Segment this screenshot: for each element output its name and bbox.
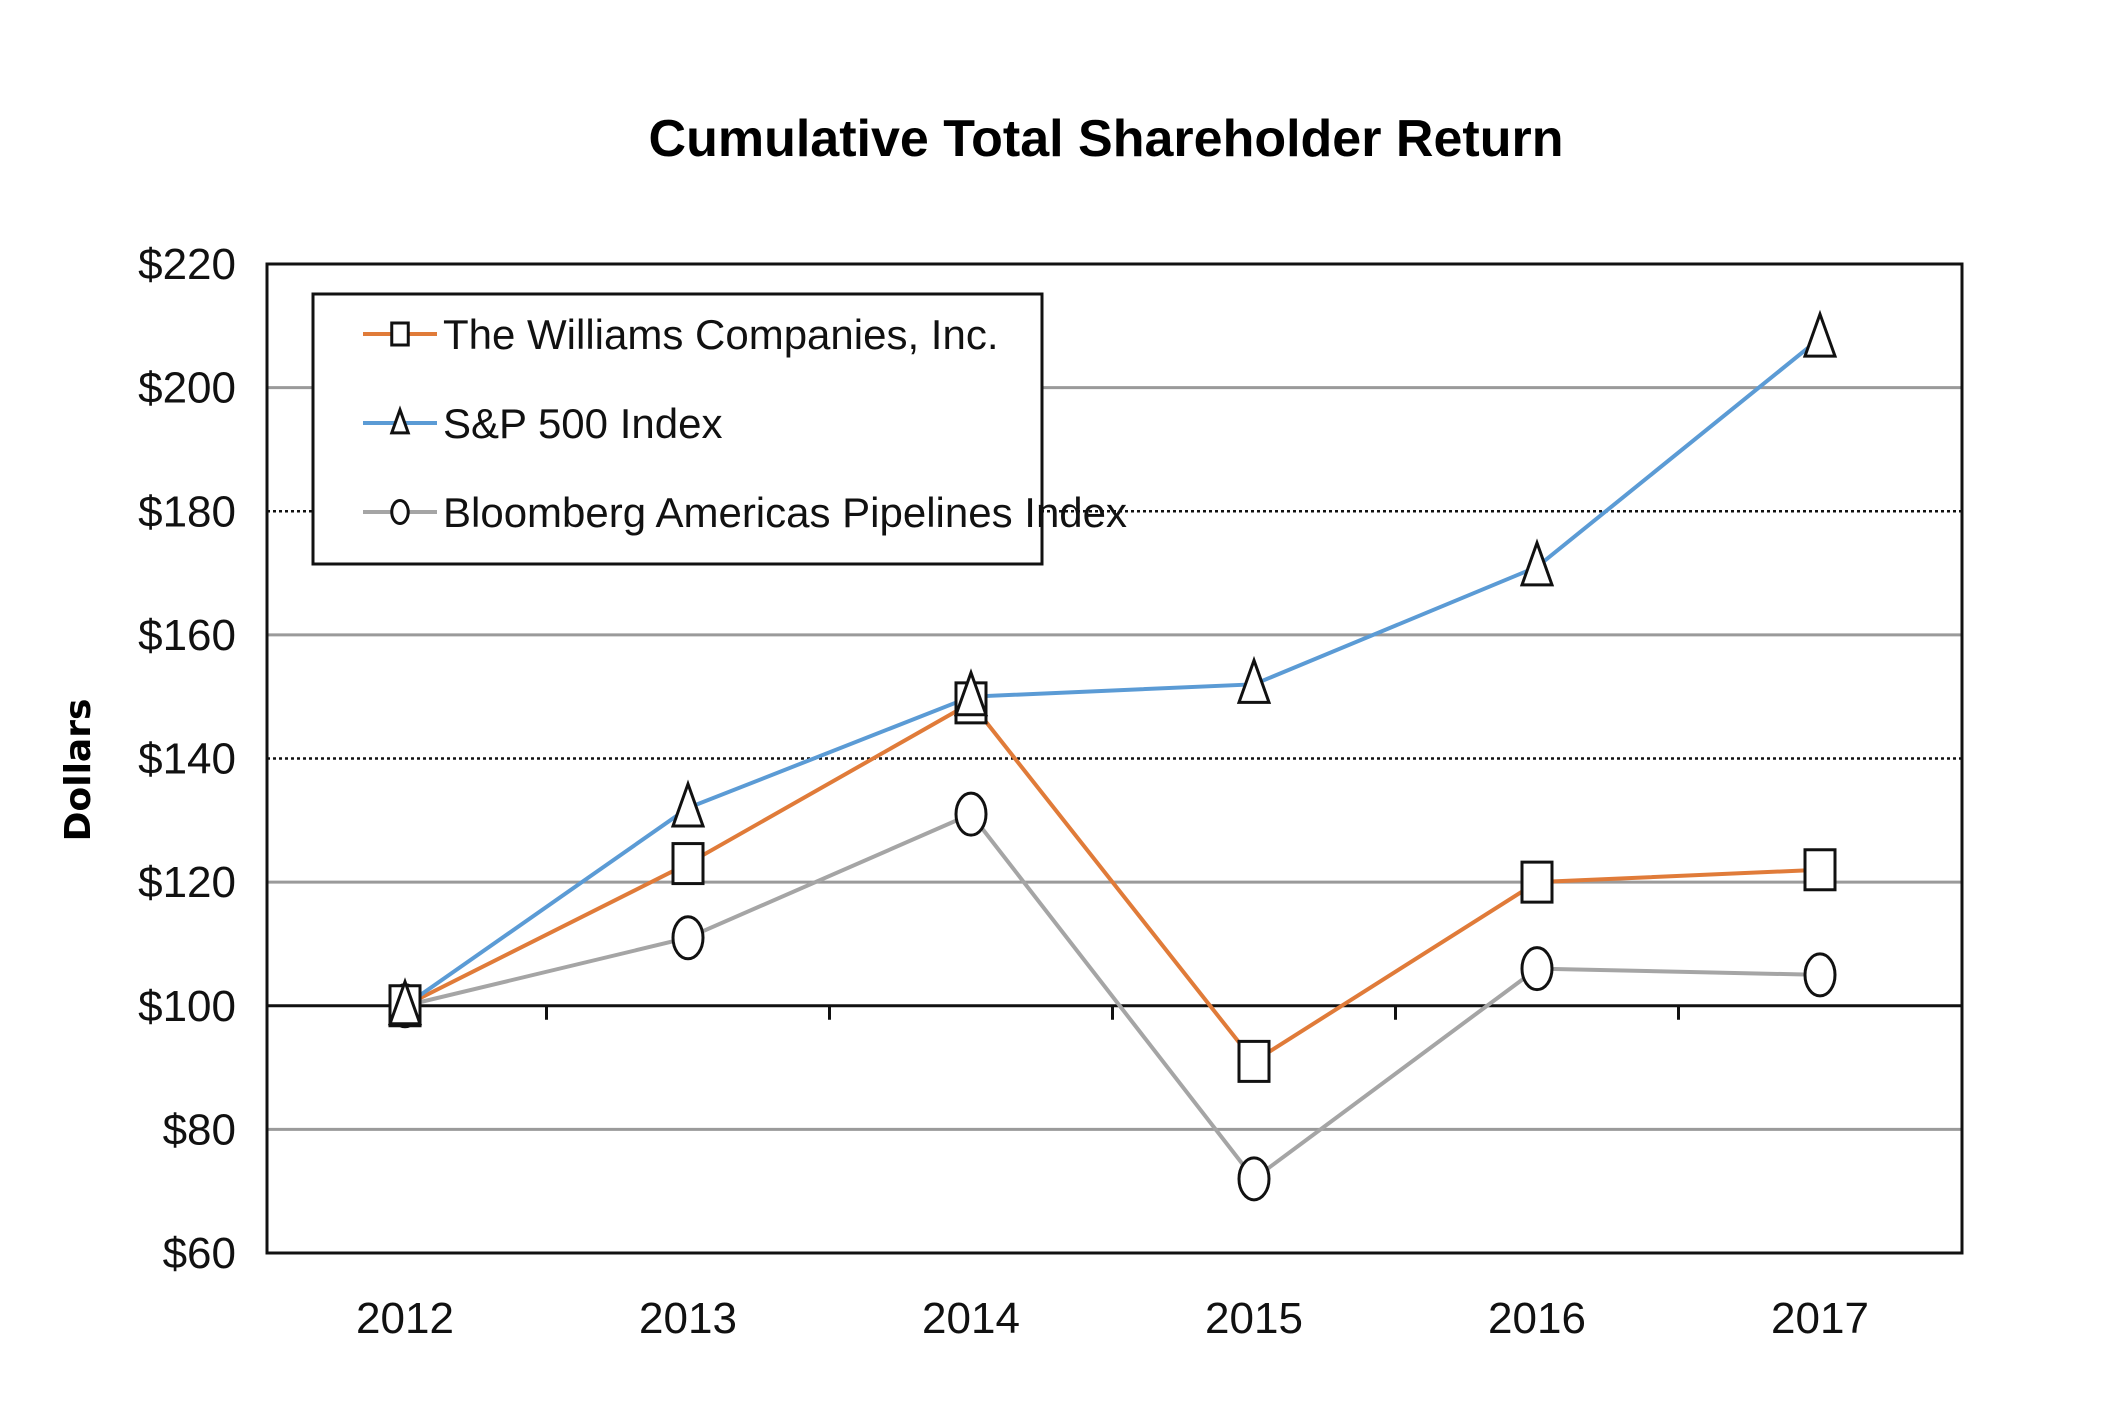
x-tick-label: 2017 — [1771, 1294, 1869, 1343]
series-markers — [387, 309, 1838, 1026]
circle-marker — [1237, 1156, 1271, 1202]
x-tick-label: 2014 — [922, 1294, 1020, 1343]
y-tick-labels: $60 $80 $100 $120 $140 $160 $180 $200 $220 — [138, 240, 236, 1278]
y-tick-label: $140 — [138, 735, 236, 784]
series-line — [404, 811, 1821, 1182]
square-marker — [1237, 1039, 1271, 1083]
y-tick-label: $60 — [163, 1229, 236, 1278]
triangle-marker — [1802, 309, 1838, 358]
square-marker — [1520, 860, 1554, 904]
series-line — [403, 336, 1822, 1008]
series-triangle — [403, 336, 1822, 1008]
x-tick-label: 2012 — [356, 1294, 454, 1343]
series-lines — [387, 309, 1838, 1202]
chart-title: Cumulative Total Shareholder Return — [649, 110, 1564, 168]
y-tick-label: $200 — [138, 364, 236, 413]
square-marker — [671, 842, 705, 886]
circle-marker — [390, 498, 410, 526]
x-tick-label: 2016 — [1488, 1294, 1586, 1343]
y-tick-label: $120 — [138, 858, 236, 907]
series-line — [404, 700, 1821, 1065]
y-tick-label: $220 — [138, 240, 236, 289]
square-marker — [1803, 848, 1837, 892]
circle-marker — [1520, 946, 1554, 992]
y-tick-label: $100 — [138, 982, 236, 1031]
series-circle — [404, 811, 1821, 1182]
legend-label: Bloomberg Americas Pipelines Index — [443, 489, 1127, 536]
series-square — [404, 700, 1821, 1065]
legend: The Williams Companies, Inc. S&P 500 Inde… — [311, 292, 1127, 566]
triangle-marker — [1519, 538, 1555, 587]
y-tick-label: $180 — [138, 487, 236, 536]
y-axis-label: Dollars — [58, 699, 99, 842]
y-tick-label: $160 — [138, 611, 236, 660]
triangle-marker — [953, 668, 989, 717]
legend-label: The Williams Companies, Inc. — [443, 311, 999, 358]
circle-marker — [954, 791, 988, 837]
circle-marker — [671, 915, 705, 961]
plot-frame — [265, 262, 1964, 1255]
triangle-marker — [389, 405, 411, 435]
x-tick-labels: 2012 2013 2014 2015 2016 2017 — [356, 1294, 1869, 1343]
square-marker — [390, 321, 410, 347]
legend-label: S&P 500 Index — [443, 400, 722, 447]
x-tick-label: 2013 — [639, 1294, 737, 1343]
triangle-marker — [670, 779, 706, 828]
triangle-marker — [1236, 655, 1272, 704]
x-tick-label: 2015 — [1205, 1294, 1303, 1343]
triangle-marker — [387, 977, 423, 1026]
circle-marker — [1803, 952, 1837, 998]
y-tick-label: $80 — [163, 1105, 236, 1154]
